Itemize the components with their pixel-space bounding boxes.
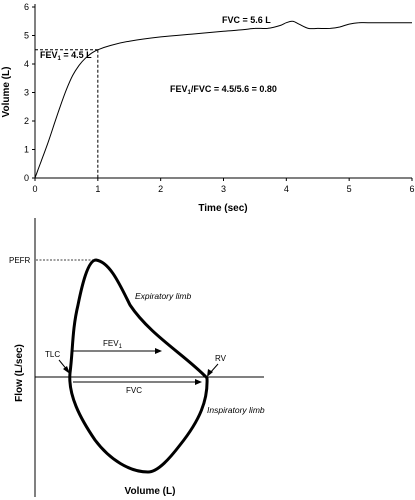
volume-time-chart: 0 1 2 3 4 5 6 0 1 2 3 4 5 6 Volume (L) Time (sec) FE… (1, 2, 415, 214)
volume-time-curve (34, 20, 412, 179)
rv-pointer-head (207, 369, 213, 377)
fev1-arrowhead (155, 348, 162, 354)
pefr-label: PEFR (9, 256, 31, 265)
y-tick-label: 3 (24, 88, 29, 98)
y-tick-label: 4 (24, 59, 29, 69)
x-tick-label: 5 (347, 184, 352, 194)
flow-volume-loop (68, 258, 209, 474)
flow-volume-chart: Flow (L/sec) Volume (L) PEFR FEV1 FVC TL… (9, 218, 265, 497)
x-axis-title: Time (sec) (198, 203, 247, 214)
inspiratory-limb-label: Inspiratory limb (207, 405, 265, 415)
y-tick-label: 2 (24, 116, 29, 126)
fvc-annotation: FVC = 5.6 L (222, 15, 271, 25)
x-tick-label: 3 (221, 184, 226, 194)
fev1-annotation: FEV1 = 4.5 L (40, 50, 92, 62)
tlc-pointer-head (63, 366, 70, 374)
x-tick-label: 6 (409, 184, 414, 194)
ratio-annotation: FEV1/FVC = 4.5/5.6 = 0.80 (170, 84, 277, 96)
y-tick-label: 6 (24, 2, 29, 12)
y-tick-label: 0 (24, 173, 29, 183)
x-tick-label: 4 (284, 184, 289, 194)
y-tick-label: 1 (24, 145, 29, 155)
fvc-arrowhead (195, 379, 202, 385)
expiratory-limb-label: Expiratory limb (135, 291, 191, 301)
fvc-flow-label: FVC (126, 386, 142, 395)
volume-axis-title: Volume (L) (125, 486, 176, 497)
y-axis-title: Volume (L) (1, 67, 12, 118)
rv-label: RV (215, 354, 227, 363)
y-tick-label: 5 (24, 31, 29, 41)
x-tick-label: 1 (95, 184, 100, 194)
x-tick-label: 0 (32, 184, 37, 194)
x-ticks: 0 1 2 3 4 5 6 (32, 178, 415, 194)
x-tick-label: 2 (158, 184, 163, 194)
fev1-flow-label: FEV1 (103, 339, 123, 350)
y-ticks: 0 1 2 3 4 5 6 (24, 2, 35, 183)
flow-axis-title: Flow (L/sec) (14, 344, 25, 402)
tlc-label: TLC (45, 350, 60, 359)
